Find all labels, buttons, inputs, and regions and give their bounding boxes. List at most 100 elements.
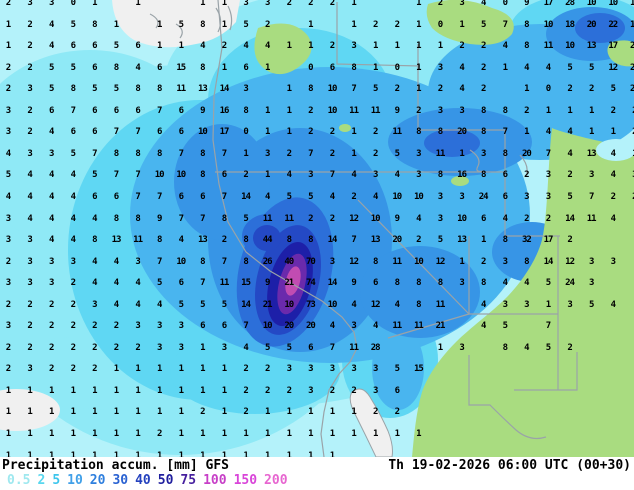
precip-value: 1 (92, 450, 97, 457)
precip-value: 4 (27, 170, 32, 181)
precip-value: 6 (200, 321, 205, 332)
precip-value: 4 (70, 213, 76, 224)
map-title: Precipitation accum. [mm] GFS (2, 458, 229, 473)
precip-value: 2 (5, 0, 11, 8)
precip-value: 2 (480, 41, 486, 52)
valid-datetime: Th 19-02-2026 06:00 UTC (00+30) (388, 458, 631, 473)
precip-value: 4 (113, 256, 119, 267)
precip-value: 3 (27, 0, 32, 8)
precip-value: 1 (437, 342, 443, 353)
precip-value: 4 (70, 170, 76, 181)
precip-value: 1 (27, 429, 32, 439)
precip-value: 7 (243, 321, 248, 332)
precip-value: 26 (262, 256, 273, 267)
precip-value: 5 (545, 342, 551, 353)
precip-value: 12 (608, 62, 618, 73)
precip-value: 1 (221, 450, 227, 457)
precip-value: 25 (629, 84, 634, 95)
precip-value: 2 (5, 84, 11, 95)
precip-value: 2 (588, 84, 594, 95)
precip-value: 4 (502, 278, 508, 289)
precip-value: 1 (135, 407, 140, 418)
precip-value: 2 (243, 407, 248, 418)
precip-value: 8 (200, 19, 205, 30)
precip-value: 1 (437, 41, 443, 52)
precip-value: 2 (92, 364, 97, 375)
precip-value: 6 (92, 62, 97, 73)
precip-value: 4 (545, 127, 551, 138)
precip-value: 1 (286, 429, 292, 439)
precip-value: 70 (305, 256, 316, 267)
precip-value: 3 (459, 342, 464, 353)
precip-value: 1 (178, 429, 184, 439)
precip-value: 2 (623, 106, 634, 116)
precip-value: 0 (394, 62, 400, 73)
precip-value: 6 (178, 278, 184, 289)
precip-value: 1 (264, 407, 270, 418)
precip-value: 2 (416, 235, 421, 246)
precip-value: 4 (92, 213, 97, 224)
precip-value: 6 (70, 127, 76, 138)
precip-value: 11 (435, 148, 446, 159)
precip-value: 1 (416, 0, 421, 8)
precip-value: 8 (135, 213, 140, 224)
precip-value: 1 (524, 127, 529, 138)
precip-value: 2 (308, 127, 313, 138)
precip-value: 7 (351, 235, 356, 246)
precip-value: 4 (394, 170, 400, 181)
precip-value: 4 (92, 278, 97, 289)
precip-value: 9 (394, 105, 400, 116)
precip-value: 8 (437, 278, 443, 289)
precip-value: 1 (156, 450, 162, 457)
precip-value: 1 (329, 450, 335, 457)
precip-value: 3 (623, 170, 634, 180)
precip-value: 5 (221, 299, 227, 310)
precip-value: 1 (135, 0, 140, 8)
precip-value: 3 (588, 170, 594, 181)
precip-value: 2 (372, 19, 378, 30)
precip-value: 8 (92, 19, 97, 30)
precip-value: 6 (221, 170, 227, 181)
precip-value: 4 (48, 235, 54, 246)
precip-value: 2 (623, 127, 634, 137)
precip-value: 1 (588, 127, 594, 138)
precip-value: 2 (5, 256, 11, 267)
precip-value: 2 (308, 0, 313, 8)
precip-value: 5 (48, 62, 54, 73)
precip-value: 4 (48, 41, 54, 52)
precip-value: 1 (92, 0, 97, 8)
precip-value: 2 (308, 213, 313, 224)
precip-value: 12 (349, 213, 359, 224)
precip-value: 4 (524, 278, 529, 289)
legend-value-10: 10 (67, 473, 83, 488)
precip-value: 4 (610, 299, 616, 310)
precip-value: 6 (178, 127, 184, 138)
precip-value: 24 (629, 62, 634, 73)
precip-value: 74 (305, 278, 316, 289)
precip-value: 1 (286, 127, 292, 138)
precip-value: 2 (567, 84, 572, 95)
precip-value: 8 (200, 170, 205, 181)
precip-value: 3 (416, 148, 421, 159)
precip-value: 1 (459, 19, 464, 30)
precip-value: 2 (48, 299, 54, 310)
precip-value: 6 (308, 342, 313, 353)
precip-value: 3 (502, 256, 508, 267)
precip-value: 1 (372, 41, 378, 52)
precip-value: 2 (524, 213, 529, 224)
precip-value: 10 (457, 213, 467, 224)
precip-value: 4 (178, 235, 184, 246)
precip-value: 4 (243, 342, 248, 353)
precip-value: 11 (262, 213, 273, 224)
precip-value: 3 (221, 342, 227, 353)
precip-value: 1 (5, 385, 11, 396)
precip-value: 1 (5, 450, 11, 457)
precip-value: 3 (264, 148, 270, 159)
precip-value: 14 (327, 278, 338, 289)
precip-value: 9 (264, 278, 270, 289)
precip-value: 8 (113, 62, 119, 73)
precip-value: 2 (27, 342, 32, 353)
precip-value: 1 (351, 19, 356, 30)
precip-value: 1 (308, 450, 313, 457)
precip-value: 1 (286, 105, 292, 116)
